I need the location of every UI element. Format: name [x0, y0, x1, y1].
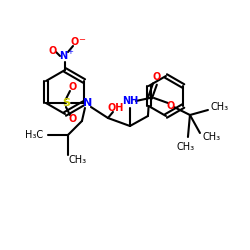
Text: N: N — [83, 98, 92, 108]
Text: O: O — [69, 114, 77, 124]
Text: CH₃: CH₃ — [203, 132, 221, 142]
Text: H₃C: H₃C — [25, 130, 43, 140]
Text: S: S — [62, 98, 70, 108]
Text: O: O — [69, 82, 77, 92]
Text: CH₃: CH₃ — [69, 155, 87, 165]
Text: CH₃: CH₃ — [211, 102, 229, 112]
Text: O: O — [71, 37, 79, 47]
Text: O: O — [49, 46, 57, 56]
Text: O: O — [153, 72, 161, 82]
Text: N: N — [59, 51, 67, 61]
Text: +: + — [67, 49, 73, 55]
Text: OH: OH — [108, 103, 124, 113]
Text: CH₃: CH₃ — [177, 142, 195, 152]
Text: O: O — [167, 101, 175, 111]
Text: −: − — [78, 36, 86, 44]
Text: NH: NH — [122, 96, 138, 106]
